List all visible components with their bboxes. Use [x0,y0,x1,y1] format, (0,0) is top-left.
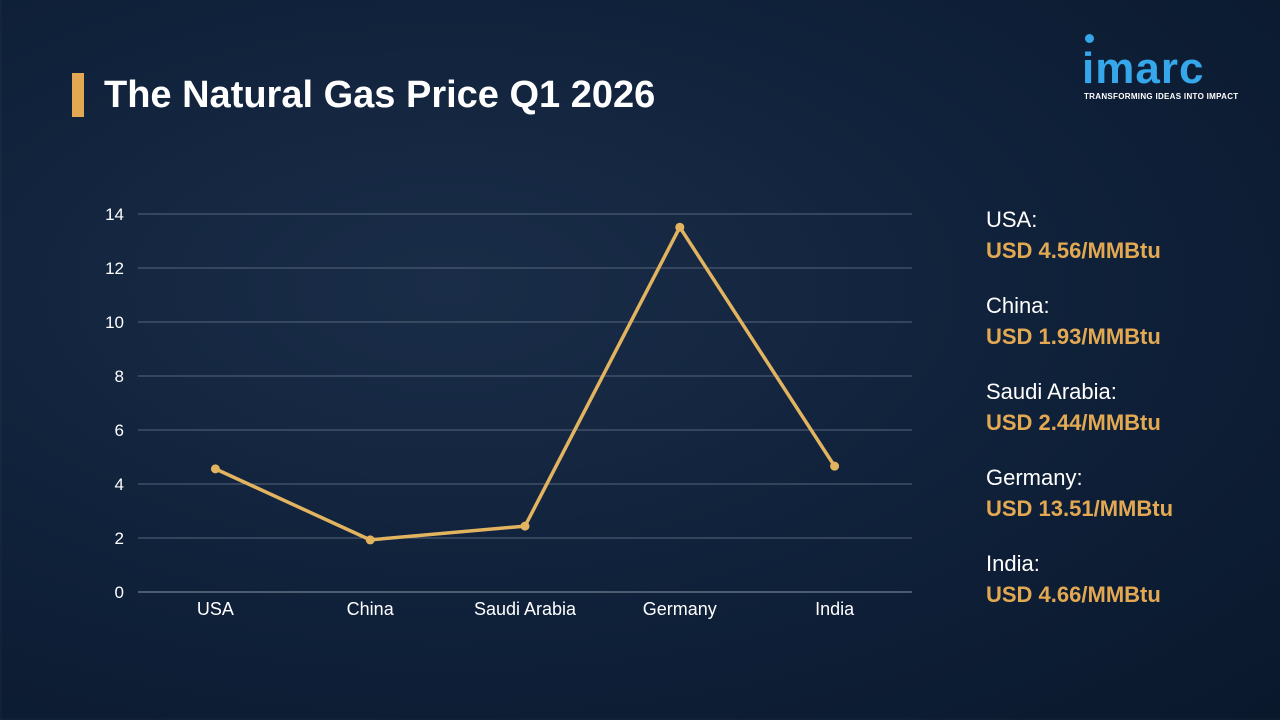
price-summary: USA: USD 4.56/MMBtu China: USD 1.93/MMBt… [986,206,1266,636]
x-tick-label: India [815,599,855,619]
data-point [365,535,375,545]
summary-country: India: [986,551,1040,576]
chart-series [210,222,840,545]
y-tick-label: 12 [105,259,124,278]
summary-country: Germany: [986,465,1083,490]
y-tick-label: 2 [115,529,124,548]
y-tick-label: 10 [105,313,124,332]
summary-country: China: [986,293,1050,318]
summary-country: USA: [986,207,1038,232]
summary-country: Saudi Arabia: [986,379,1117,404]
summary-value: USD 2.44/MMBtu [986,410,1161,435]
x-tick-label: Germany [643,599,717,619]
y-tick-label: 4 [115,475,124,494]
title-accent-bar [72,73,84,117]
x-tick-label: Saudi Arabia [474,599,577,619]
summary-value: USD 4.56/MMBtu [986,238,1161,263]
page-title: The Natural Gas Price Q1 2026 [104,74,656,116]
summary-item-china: China: USD 1.93/MMBtu [986,292,1266,378]
summary-item-india: India: USD 4.66/MMBtu [986,550,1266,636]
logo-wordmark: imarc [1082,44,1205,93]
data-point [520,521,530,531]
data-point [675,222,685,232]
imarc-logo: imarc TRANSFORMING IDEAS INTO IMPACT [1082,34,1252,104]
y-tick-label: 14 [105,205,124,224]
x-tick-label: USA [197,599,234,619]
y-tick-label: 8 [115,367,124,386]
summary-value: USD 1.93/MMBtu [986,324,1161,349]
series-line [214,225,837,542]
y-tick-label: 6 [115,421,124,440]
x-tick-label: China [347,599,395,619]
summary-item-saudi-arabia: Saudi Arabia: USD 2.44/MMBtu [986,378,1266,464]
logo-tagline: TRANSFORMING IDEAS INTO IMPACT [1084,92,1239,101]
logo-dot-icon [1085,34,1094,43]
x-axis-ticks: USA China Saudi Arabia Germany India [197,599,855,619]
y-tick-label: 0 [115,583,124,602]
summary-item-usa: USA: USD 4.56/MMBtu [986,206,1266,292]
data-point [210,464,220,474]
summary-item-germany: Germany: USD 13.51/MMBtu [986,464,1266,550]
summary-value: USD 13.51/MMBtu [986,496,1174,521]
summary-value: USD 4.66/MMBtu [986,582,1161,607]
y-axis-ticks: 0 2 4 6 8 10 12 14 [105,205,124,602]
chart-grid [138,213,912,593]
data-point [830,461,840,471]
